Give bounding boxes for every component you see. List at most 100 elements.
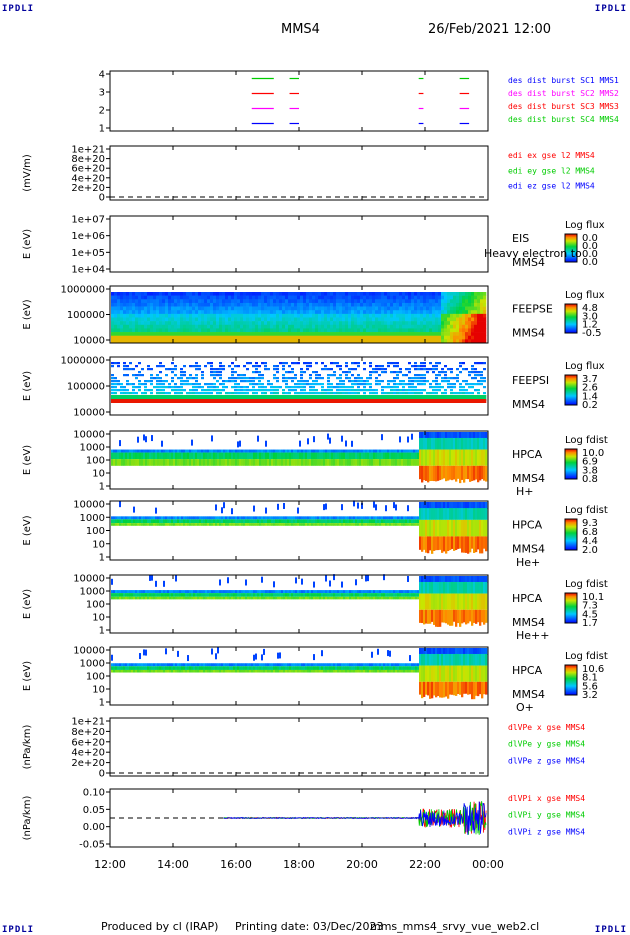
feepse-cell xyxy=(387,336,390,340)
hpca-he-cell xyxy=(457,508,459,520)
feepse-cell xyxy=(222,318,225,322)
hpca-he-cell xyxy=(287,523,289,526)
feepse-cell xyxy=(189,292,192,296)
feepsi-cell xyxy=(183,365,186,367)
feepsi-cell xyxy=(402,374,405,376)
hpca-he-cell xyxy=(175,523,177,526)
feepsi-cell xyxy=(258,380,261,382)
hpca-h-cell xyxy=(365,450,367,453)
feepse-cell xyxy=(279,307,282,311)
hpca-hepp-cell xyxy=(193,597,195,600)
hpca-he-cell xyxy=(199,519,201,523)
feepse-cell xyxy=(405,336,408,340)
feepse-cell xyxy=(234,292,237,296)
feepsi-cell xyxy=(249,389,252,391)
hpca-hepp-cell xyxy=(391,597,393,600)
feepsi-cell xyxy=(123,386,126,388)
feepsi-cell xyxy=(246,377,249,379)
feepse-cell xyxy=(480,328,483,332)
feepse-cell xyxy=(327,328,330,332)
hpca-h-cell xyxy=(115,459,117,466)
hpca-hepp-cell xyxy=(263,590,265,593)
feepse-cell xyxy=(387,328,390,332)
hpca-he-cell xyxy=(331,519,333,523)
feepsi-cell xyxy=(417,392,420,394)
hpca-hepp-cell xyxy=(269,597,271,600)
hpca-he-cell xyxy=(335,516,337,519)
feepse-cell xyxy=(408,292,411,296)
feepse-cell xyxy=(282,328,285,332)
hpca-h-cell xyxy=(287,453,289,459)
hpca-hepp-cell xyxy=(177,590,179,593)
feepse-cell xyxy=(456,318,459,322)
hpca-hepp-cell xyxy=(309,597,311,600)
hpca-hepp-cell xyxy=(337,593,339,597)
feepse-cell xyxy=(150,307,153,311)
hpca-he-cell xyxy=(383,523,385,526)
hpca-h-cell xyxy=(163,459,165,466)
hpca-h-cell xyxy=(321,453,323,459)
feepsi-cell xyxy=(378,383,381,385)
feepse-cell xyxy=(312,314,315,318)
feepsi-cell xyxy=(411,399,414,403)
feepse-cell xyxy=(351,296,354,300)
feepse-cell xyxy=(207,303,210,307)
feepse-cell xyxy=(336,314,339,318)
feepse-cell xyxy=(255,332,258,336)
feepse-cell xyxy=(384,303,387,307)
feepse-cell xyxy=(138,321,141,325)
hpca-he-cell xyxy=(127,519,129,523)
feepse-cell xyxy=(216,314,219,318)
feepsi-cell xyxy=(189,374,192,376)
feepse-cell xyxy=(438,299,441,303)
hpca-h-cell xyxy=(309,459,311,466)
hpca-he-cell xyxy=(151,523,153,526)
feepsi-cell xyxy=(444,392,447,394)
feepsi-cell xyxy=(330,386,333,388)
hpca-he-cell xyxy=(193,519,195,523)
feepse-cell xyxy=(249,296,252,300)
hpca-he-cell xyxy=(197,523,199,526)
hpca-h-cell xyxy=(415,459,417,466)
hpca-he-cell xyxy=(183,519,185,523)
feepse-cell xyxy=(120,307,123,311)
feepse-cell xyxy=(267,328,270,332)
feepsi-cell xyxy=(273,377,276,379)
feepse-cell xyxy=(186,307,189,311)
feepse-cell xyxy=(174,332,177,336)
hpca-he-cell xyxy=(251,523,253,526)
feepse-cell xyxy=(438,314,441,318)
feepse-cell xyxy=(414,307,417,311)
hpca-hepp-cell xyxy=(191,593,193,597)
hpca-he-cell xyxy=(157,516,159,519)
feepse-cell xyxy=(465,303,468,307)
feepse-cell xyxy=(237,336,240,340)
feepsi-cell xyxy=(396,392,399,394)
hpca-h-cell xyxy=(309,450,311,453)
hpca-h-cell xyxy=(189,459,191,466)
hpca-hepp-cell xyxy=(309,593,311,597)
feepse-cell xyxy=(126,332,129,336)
feepse-cell xyxy=(336,307,339,311)
feepse-cell xyxy=(414,336,417,340)
hpca-he-cell xyxy=(301,523,303,526)
hpca-he-cell xyxy=(463,520,465,537)
feepse-cell xyxy=(399,296,402,300)
feepsi-cell xyxy=(240,374,243,376)
feepsi-cell xyxy=(351,368,354,370)
feepsi-cell xyxy=(372,368,375,370)
feepse-cell xyxy=(267,321,270,325)
feepse-cell xyxy=(138,292,141,296)
feepsi-cell xyxy=(420,368,423,370)
hpca-he-cell xyxy=(361,519,363,523)
hpca-hepp-cell xyxy=(131,593,133,597)
feepse-cell xyxy=(270,303,273,307)
feepse-cell xyxy=(348,292,351,296)
hpca-h-cell xyxy=(383,450,385,453)
feepse-cell xyxy=(312,336,315,340)
hpca-h-cell xyxy=(127,453,129,459)
hpca-he-cell xyxy=(153,523,155,526)
feepse-cell xyxy=(450,332,453,336)
hpca-he-cell xyxy=(323,519,325,523)
dlvpe-tick-label: 0 xyxy=(99,769,105,780)
